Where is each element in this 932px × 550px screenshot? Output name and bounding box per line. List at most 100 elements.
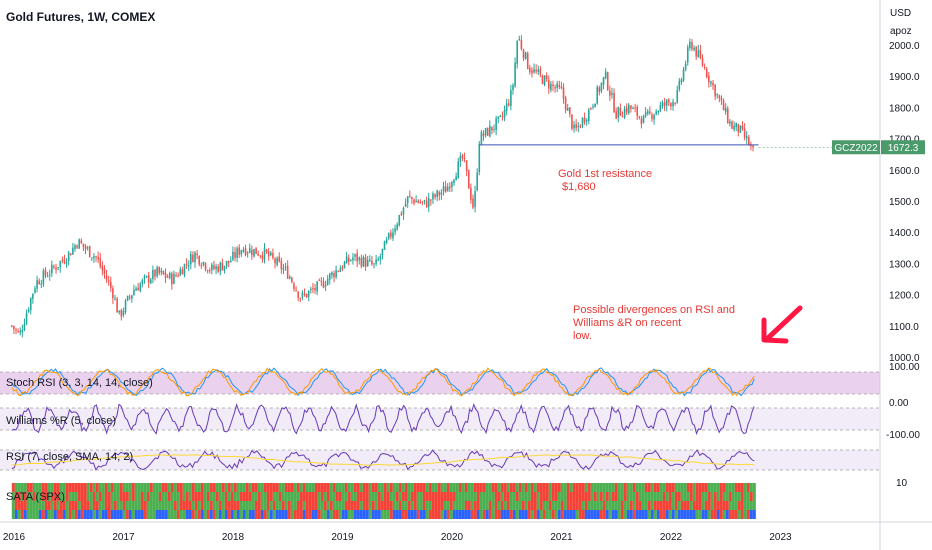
candle-body [712,82,714,86]
sata-cell [287,483,291,492]
sata-cell [278,510,282,519]
sata-cell [728,501,732,510]
sata-cell [44,501,48,510]
sata-cell [254,510,258,519]
sata-cell [137,483,141,492]
sata-cell [383,483,387,492]
candle-body [171,273,173,285]
sata-cell [734,501,738,510]
sata-cell [35,501,39,510]
sata-cell [431,510,435,519]
sata-cell [71,483,75,492]
sata-cell [197,483,201,492]
sata-cell [368,483,372,492]
candle-body [310,288,312,290]
sata-cell [638,510,642,519]
sata-cell [83,492,87,501]
sata-cell [350,501,354,510]
sata-cell [47,483,51,492]
candle-body [716,94,719,96]
candle-body [726,108,729,123]
candle-body [522,49,525,59]
sata-cell [752,483,756,492]
sata-cell [344,492,348,501]
sata-cell [128,483,132,492]
sata-cell [308,483,312,492]
sata-cell [245,492,249,501]
sata-cell [500,483,504,492]
sata-cell [74,510,78,519]
candle-body [611,92,613,95]
sata-cell [380,483,384,492]
sata-cell [365,492,369,501]
y-tick-label: 1900.0 [889,72,920,83]
sata-cell [545,510,549,519]
candle-body [196,253,198,256]
sata-cell [68,483,72,492]
sata-cell [416,510,420,519]
candle-body [84,246,87,249]
candle-body [227,260,230,263]
candle-body [630,105,632,109]
sata-cell [611,510,615,519]
sata-cell [554,501,558,510]
sata-cell [248,501,252,510]
sata-cell [173,510,177,519]
sata-cell [713,510,717,519]
sata-cell [566,492,570,501]
sata-cell [257,483,261,492]
sata-cell [572,510,576,519]
sata-cell [248,510,252,519]
candle-body [305,293,308,298]
sata-cell [194,510,198,519]
williams-line [11,402,755,436]
sata-cell [452,501,456,510]
sata-cell [404,492,408,501]
x-tick-label: 2018 [222,532,245,543]
sata-cell [347,510,351,519]
sata-cell [449,501,453,510]
sata-cell [689,510,693,519]
sata-cell [509,501,513,510]
candle-body [27,309,30,312]
sata-cell [656,501,660,510]
sata-cell [455,492,459,501]
sata-cell [389,483,393,492]
sata-cell [17,483,21,492]
candle-body [236,248,238,258]
sata-cell [95,510,99,519]
sata-cell [503,501,507,510]
sata-cell [596,492,600,501]
sata-cell [383,492,387,501]
sata-cell [152,510,156,519]
sata-cell [743,483,747,492]
sata-cell [503,483,507,492]
sata-cell [608,483,612,492]
sata-cell [533,483,537,492]
sata-cell [29,483,33,492]
sata-cell [362,483,366,492]
sata-cell [506,510,510,519]
sata-cell [587,501,591,510]
sata-cell [353,501,357,510]
sata-cell [626,492,630,501]
sata-cell [158,492,162,501]
sata-cell [311,483,315,492]
candle-body [425,200,428,208]
sata-cell [302,501,306,510]
sata-cell [269,483,273,492]
sata-cell [641,510,645,519]
sata-cell [47,492,51,501]
sata-cell [422,510,426,519]
sata-cell [11,510,15,519]
sata-cell [326,483,330,492]
sata-cell [305,501,309,510]
sata-cell [497,492,501,501]
sata-cell [344,483,348,492]
candle-body [101,265,104,271]
sata-cell [467,510,471,519]
sata-cell [89,492,93,501]
candle-body [741,125,744,129]
sata-cell [221,510,225,519]
